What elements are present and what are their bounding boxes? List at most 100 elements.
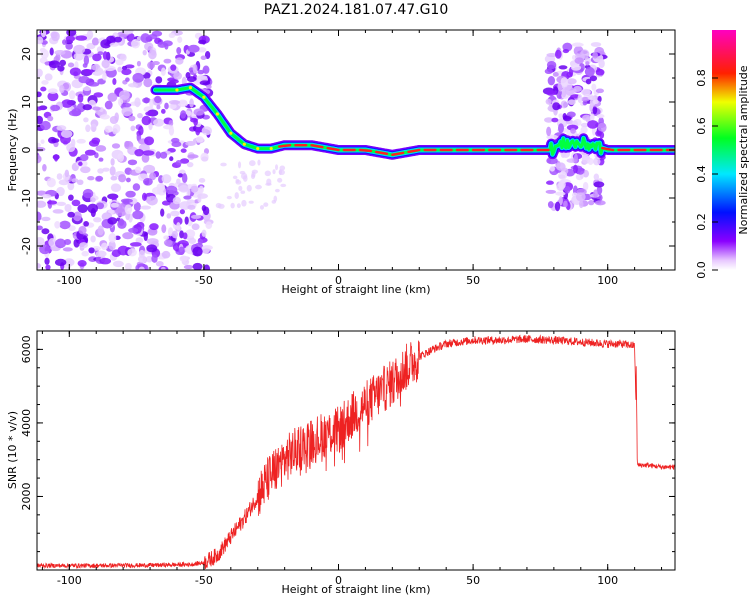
noise-blob — [125, 190, 136, 198]
y-tick-label: -20 — [20, 237, 33, 255]
noise-blob — [44, 257, 50, 265]
noise-blob — [598, 59, 605, 69]
noise-blob — [82, 188, 94, 199]
noise-blob — [156, 104, 161, 110]
noise-blob — [37, 225, 43, 231]
noise-blob — [84, 149, 96, 156]
noise-blob — [100, 39, 112, 49]
noise-blob — [134, 97, 141, 108]
noise-blob — [62, 39, 67, 45]
noise-blob — [73, 44, 86, 55]
noise-blob — [544, 68, 553, 74]
noise-blob — [249, 160, 256, 167]
noise-blob — [546, 180, 554, 185]
noise-blob — [124, 64, 135, 69]
noise-blob — [136, 60, 141, 67]
noise-blob — [128, 227, 139, 233]
noise-blob — [200, 55, 207, 61]
noise-blob — [201, 126, 213, 136]
noise-blob — [177, 36, 183, 44]
noise-blob — [67, 182, 75, 191]
noise-blob — [77, 93, 84, 103]
noise-blob — [83, 221, 90, 227]
noise-blob — [39, 244, 51, 255]
noise-blob — [65, 35, 76, 42]
noise-blob — [239, 170, 246, 175]
noise-blob — [168, 103, 177, 110]
noise-blob — [127, 83, 138, 88]
noise-blob — [142, 150, 155, 156]
noise-blob — [186, 199, 195, 204]
noise-blob — [201, 229, 207, 237]
noise-blob — [255, 184, 262, 190]
noise-blob — [173, 72, 183, 80]
noise-blob — [274, 188, 280, 193]
noise-blob — [573, 153, 578, 164]
noise-blob — [160, 67, 166, 77]
noise-blob — [188, 237, 197, 244]
noise-blob — [102, 51, 108, 60]
noise-blob — [564, 86, 575, 96]
noise-blob — [77, 260, 87, 267]
noise-blob — [117, 245, 130, 256]
noise-blob — [129, 242, 142, 247]
y-tick-label: -10 — [20, 189, 33, 207]
noise-blob — [201, 245, 211, 254]
noise-blob — [96, 46, 105, 53]
noise-blob — [60, 129, 73, 138]
noise-blob — [121, 68, 132, 76]
noise-blob — [141, 153, 150, 163]
noise-blob — [45, 264, 51, 270]
noise-blob — [61, 99, 73, 108]
noise-blob — [243, 175, 248, 182]
noise-blob — [185, 229, 196, 238]
noise-blob — [37, 106, 43, 111]
signal-core-segment — [374, 150, 389, 156]
signal-core-segment — [310, 143, 324, 149]
noise-blob — [168, 99, 181, 105]
noise-blob — [46, 200, 58, 205]
noise-blob — [562, 113, 567, 120]
y-tick-label: 10 — [20, 95, 33, 109]
noise-blob — [146, 195, 158, 206]
noise-blob — [275, 164, 279, 171]
noise-blob — [80, 166, 91, 174]
noise-blob — [98, 157, 104, 162]
noise-blob — [148, 34, 158, 40]
noise-blob — [39, 47, 47, 53]
signal-core-dot — [256, 146, 260, 151]
noise-blob — [132, 72, 144, 83]
noise-blob — [54, 220, 61, 229]
y-tick-label: 0 — [20, 147, 33, 154]
noise-blob — [51, 31, 60, 42]
noise-blob — [78, 75, 90, 84]
noise-blob — [47, 115, 54, 122]
noise-blob — [180, 148, 187, 153]
noise-blob — [108, 240, 116, 251]
noise-blob — [88, 139, 100, 147]
noise-blob — [135, 237, 144, 244]
noise-blob — [92, 106, 101, 111]
noise-blob — [44, 61, 50, 66]
noise-blob — [558, 113, 564, 119]
noise-blob — [95, 250, 107, 258]
snr-panel: -100 -50 0 50 100 2000 4000 6000 Height of stra… — [6, 330, 676, 596]
noise-blob — [176, 222, 181, 231]
noise-blob — [185, 140, 196, 146]
noise-blob — [107, 217, 118, 225]
noise-blob — [193, 108, 205, 116]
noise-blob — [102, 72, 107, 81]
noise-blob — [169, 156, 174, 162]
noise-blob — [161, 224, 167, 234]
noise-blob — [166, 213, 172, 219]
noise-blob — [544, 117, 554, 123]
noise-blob — [198, 39, 207, 45]
noise-blob — [183, 264, 194, 270]
figure-title: PAZ1.2024.181.07.47.G10 — [264, 2, 449, 18]
noise-blob — [587, 157, 594, 165]
noise-blob — [112, 128, 118, 135]
noise-blob — [264, 170, 271, 177]
signal-core-segment — [601, 146, 615, 152]
noise-blob — [585, 78, 592, 85]
noise-blob — [37, 115, 44, 125]
